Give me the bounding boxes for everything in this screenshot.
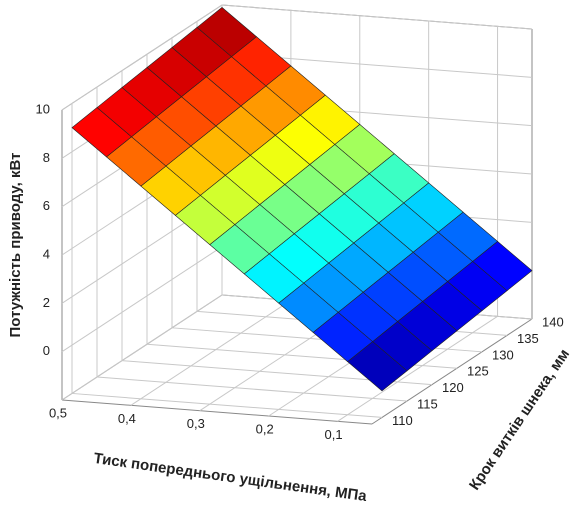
grid-line [61, 294, 223, 401]
z-tick-label: 0 [43, 343, 50, 358]
grid-line [71, 392, 383, 418]
y-tick-label: 120 [442, 380, 464, 395]
z-tick-label: 4 [43, 246, 50, 261]
z-tick-label: 6 [43, 198, 50, 213]
y-tick-label: 140 [542, 314, 564, 329]
y-tick-label: 130 [492, 347, 514, 362]
z-axis-title: Потужність приводу, кВт [7, 153, 24, 338]
x-tick-label: 0,1 [325, 427, 343, 442]
grid-line [337, 315, 498, 422]
z-tick-label: 2 [43, 295, 50, 310]
box-edge [371, 318, 533, 425]
x-tick-label: 0,4 [118, 411, 136, 426]
x-axis-title: Тиск попереднього ущільнення, МПа [93, 450, 369, 505]
z-tick-label: 8 [43, 150, 50, 165]
grid-line [61, 246, 223, 353]
y-tick-label: 125 [467, 364, 489, 379]
x-tick-label: 0,2 [256, 421, 274, 436]
y-tick-label: 135 [517, 331, 539, 346]
y-tick-label: 115 [417, 396, 438, 411]
surface-cell [71, 107, 132, 158]
y-tick-label: 110 [392, 413, 413, 428]
x-tick-label: 0,3 [187, 416, 205, 431]
grid-line [96, 376, 408, 402]
grid-line [61, 4, 223, 111]
grid-line [221, 4, 533, 30]
x-tick-label: 0,5 [49, 405, 67, 420]
z-tick-label: 10 [36, 101, 50, 116]
grid-line [130, 299, 292, 406]
box-edge [61, 399, 373, 425]
